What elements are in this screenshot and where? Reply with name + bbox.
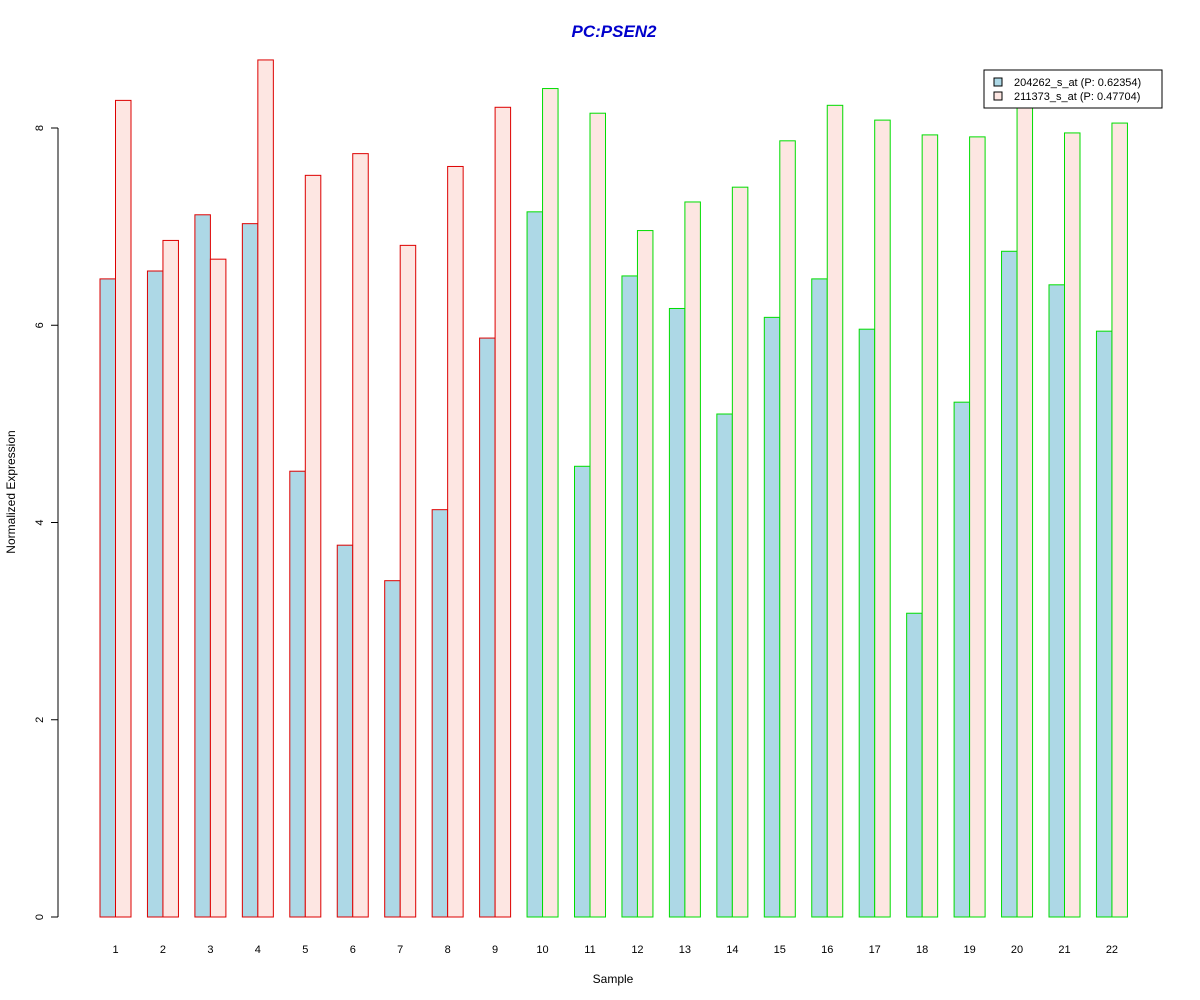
bar-sample-6-series-2 — [352, 153, 369, 918]
bars — [99, 59, 1128, 918]
bar-sample-5-series-2 — [304, 174, 322, 918]
x-tick-label: 2 — [160, 944, 166, 956]
bar-sample-7-series-1 — [384, 580, 401, 918]
bar-sample-18-series-2 — [921, 134, 939, 918]
bar-sample-12-series-2 — [636, 230, 654, 918]
x-tick-label: 9 — [492, 944, 498, 956]
bar-sample-17-series-1 — [858, 328, 876, 918]
x-tick-label: 18 — [916, 944, 928, 956]
bar-sample-13-series-2 — [684, 201, 701, 918]
y-tick-label: 6 — [34, 322, 46, 328]
bar-sample-21-series-1 — [1048, 284, 1065, 918]
chart-title: PC:PSEN2 — [571, 22, 657, 41]
legend-swatch-1 — [993, 77, 1003, 87]
bar-sample-19-series-1 — [953, 401, 971, 918]
bar-sample-15-series-2 — [779, 140, 796, 918]
bar-sample-15-series-1 — [763, 316, 781, 918]
x-tick-label: 15 — [774, 944, 786, 956]
bar-sample-17-series-2 — [874, 119, 891, 918]
bar-sample-7-series-2 — [399, 244, 417, 918]
x-tick-label: 13 — [679, 944, 691, 956]
bar-sample-13-series-1 — [668, 307, 686, 918]
bar-sample-1-series-2 — [115, 99, 132, 918]
y-tick-label: 0 — [34, 914, 46, 920]
bar-sample-3-series-1 — [194, 214, 211, 918]
y-tick-label: 8 — [34, 125, 46, 131]
x-axis-tick-labels: 1 2 3 4 5 6 7 8 9 10 11 12 13 14 15 16 17 18 19 20 21 22 — [112, 944, 1118, 956]
bar-sample-21-series-2 — [1064, 132, 1081, 918]
bar-sample-16-series-1 — [811, 278, 828, 918]
x-tick-label: 11 — [584, 944, 595, 956]
x-tick-label: 5 — [302, 944, 308, 956]
x-tick-label: 6 — [350, 944, 356, 956]
bar-sample-19-series-2 — [969, 136, 986, 918]
bar-sample-4-series-1 — [241, 223, 259, 918]
bar-sample-10-series-2 — [542, 88, 559, 918]
bar-sample-11-series-1 — [574, 465, 591, 918]
bar-sample-10-series-1 — [526, 211, 544, 918]
x-tick-label: 8 — [445, 944, 451, 956]
x-tick-label: 1 — [112, 944, 118, 956]
y-axis-label: Normalized Expression — [4, 430, 18, 553]
bar-sample-2-series-1 — [146, 270, 164, 918]
bar-sample-11-series-2 — [589, 112, 606, 918]
legend-label-2: 211373_s_at (P: 0.47704) — [1014, 91, 1140, 103]
bar-sample-8-series-1 — [431, 509, 449, 918]
x-tick-label: 21 — [1058, 944, 1070, 956]
bar-sample-22-series-1 — [1095, 330, 1113, 918]
y-tick-label: 2 — [34, 717, 46, 723]
legend-box — [983, 69, 1163, 109]
bar-sample-3-series-2 — [209, 258, 227, 918]
x-tick-label: 20 — [1011, 944, 1023, 956]
bar-sample-20-series-2 — [1016, 105, 1034, 918]
bar-sample-9-series-1 — [479, 337, 496, 918]
bar-sample-14-series-2 — [731, 186, 749, 918]
y-axis: 0 2 4 6 8 — [34, 125, 59, 920]
x-tick-label: 16 — [821, 944, 833, 956]
x-axis-label: Sample — [593, 972, 634, 986]
bar-sample-16-series-2 — [826, 104, 844, 918]
bar-sample-2-series-2 — [162, 239, 179, 918]
legend-swatch-2 — [993, 91, 1003, 101]
x-tick-label: 22 — [1106, 944, 1118, 956]
x-tick-label: 7 — [397, 944, 403, 956]
bar-sample-12-series-1 — [621, 275, 638, 918]
x-tick-label: 12 — [631, 944, 643, 956]
x-tick-label: 3 — [207, 944, 213, 956]
legend-label-1: 204262_s_at (P: 0.62354) — [1014, 77, 1141, 89]
bar-sample-20-series-1 — [1001, 250, 1018, 918]
x-tick-label: 19 — [963, 944, 975, 956]
y-tick-label: 4 — [34, 519, 46, 525]
bar-sample-9-series-2 — [494, 106, 512, 918]
bar-sample-6-series-1 — [336, 544, 354, 918]
bar-sample-4-series-2 — [257, 59, 274, 918]
x-tick-label: 4 — [255, 944, 261, 956]
bar-sample-8-series-2 — [447, 165, 464, 918]
bar-sample-1-series-1 — [99, 278, 116, 918]
x-tick-label: 10 — [536, 944, 548, 956]
x-tick-label: 14 — [726, 944, 738, 956]
bar-sample-14-series-1 — [716, 413, 733, 918]
legend: 204262_s_at (P: 0.62354) 211373_s_at (P: … — [983, 69, 1163, 109]
bar-sample-5-series-1 — [289, 470, 306, 918]
bar-sample-18-series-1 — [906, 612, 923, 918]
x-tick-label: 17 — [869, 944, 881, 956]
bar-sample-22-series-2 — [1111, 122, 1128, 918]
